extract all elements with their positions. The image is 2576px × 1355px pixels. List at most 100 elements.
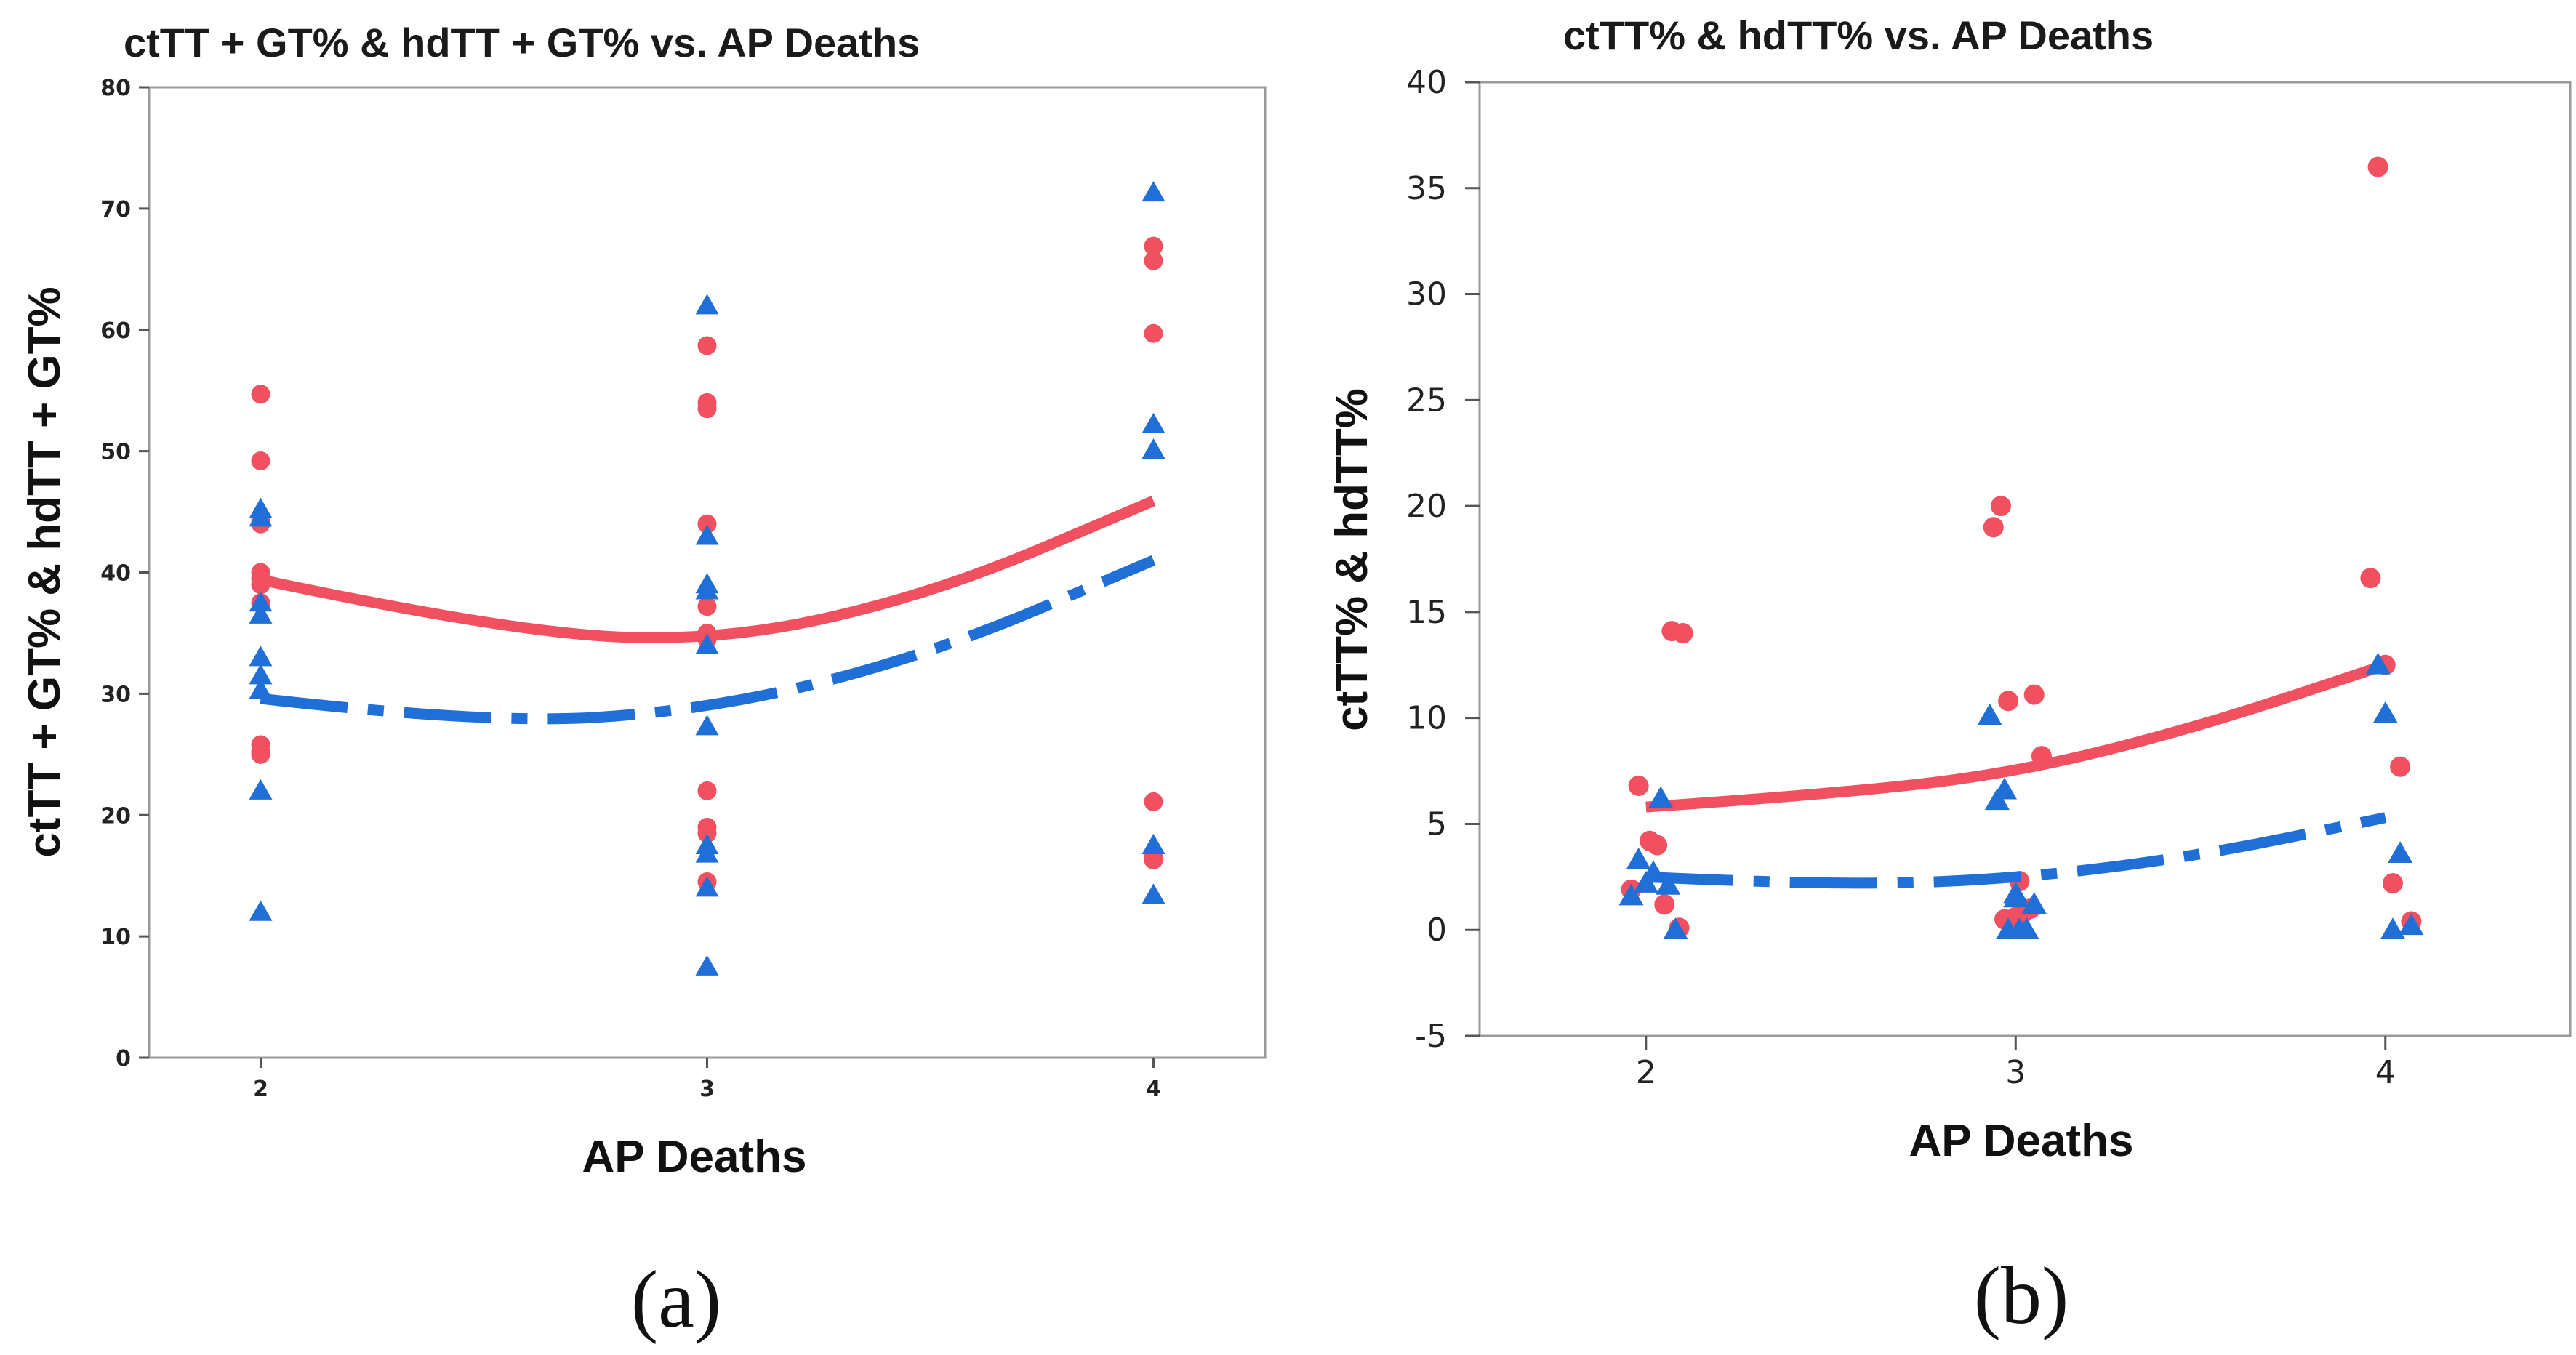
panel-b-series-ct-point xyxy=(1672,623,1693,644)
panel-a-series-hd-point xyxy=(1141,833,1165,854)
panel-b-series-ct-point xyxy=(1990,496,2011,517)
panel-b-series-ct-point xyxy=(2360,568,2381,589)
panel-a-ytick-label: 10 xyxy=(100,925,131,950)
panel-b-series-ct-point xyxy=(1628,775,1649,796)
panel-a-series-hd-point xyxy=(249,664,273,685)
panel-b-series-hd-point xyxy=(1640,860,1666,882)
panel-a-ytick-label: 0 xyxy=(116,1046,131,1071)
panel-a-ylabel: ctTT + GT% & hdTT + GT% xyxy=(20,286,70,857)
panel-b-series-ct-point xyxy=(1647,835,1668,856)
panel-a-ytick-label: 80 xyxy=(100,76,131,101)
panel-a-ytick-label: 40 xyxy=(100,561,131,587)
panel-a-xlabel: AP Deaths xyxy=(582,1132,807,1182)
panel-a-series-hd-point xyxy=(249,779,273,800)
panel-b-ytick-label: 40 xyxy=(1406,64,1447,101)
panel-a-series-ct-fit-line xyxy=(259,496,1156,643)
panel-a-series-hd-point xyxy=(695,633,719,654)
panel-a-xtick-label: 3 xyxy=(699,1077,715,1102)
panel-b-ytick-label: 15 xyxy=(1406,594,1447,631)
panel-a-series-ct-point xyxy=(697,399,717,419)
panel-b-series-ct-point xyxy=(2390,756,2411,777)
panel-a-series-hd-point xyxy=(249,678,273,699)
panel-b-xtick-label: 3 xyxy=(2005,1054,2026,1091)
panel-b-series-hd-fit-line xyxy=(1645,812,2387,889)
panel-a-plot-frame xyxy=(148,86,1267,1059)
panel-b-series-hd-point xyxy=(2380,917,2405,939)
panel-a-series-hd-point xyxy=(1141,412,1165,433)
panel-a-series-ct-point xyxy=(697,824,717,843)
panel-a-series-hd-point xyxy=(695,294,719,315)
panel-b-series-ct-point xyxy=(1983,517,2004,538)
panel-a-series-ct-point xyxy=(697,336,717,355)
panel-a-ytick-label: 60 xyxy=(100,318,131,344)
panel-a-title: ctTT + GT% & hdTT + GT% vs. AP Deaths xyxy=(124,20,920,65)
panel-a-series-ct-point xyxy=(251,385,270,404)
panel-a-series-ct-point xyxy=(1144,792,1163,811)
panel-a-series-hd-point xyxy=(249,646,273,667)
panel-b-series-hd-point xyxy=(1656,872,1681,895)
panel-b-ytick-label: 0 xyxy=(1427,912,1447,949)
panel-a: 0 10 20 30 40 50 60 70 80 2 3 4 ctTT + GT% & hdTT + … xyxy=(20,20,1267,1345)
panel-b-ytick-label: 35 xyxy=(1406,170,1447,207)
panel-a-series-hd-point xyxy=(695,954,719,976)
panel-a-ytick-label: 20 xyxy=(100,803,131,829)
panel-b-series-ct-point xyxy=(1654,894,1675,915)
panel-b-ytick-label: -5 xyxy=(1415,1018,1447,1055)
panel-b-series-hd-point xyxy=(2021,892,2047,914)
panel-b-ytick-label: 20 xyxy=(1406,488,1447,525)
panel-b-series-hd-point xyxy=(2372,701,2398,723)
panel-a-series-ct-point xyxy=(1144,323,1163,343)
panel-a-series-ct-point xyxy=(251,575,270,595)
panel-b: -5 0 5 10 15 20 25 30 35 40 2 3 4 ctTT% & hdTT% vs. A… xyxy=(1327,12,2572,1341)
panel-a-ytick-label: 30 xyxy=(100,682,131,707)
panel-b-series-ct-point xyxy=(1998,691,2019,712)
panel-b-series-hd-point xyxy=(1992,777,2018,800)
panel-a-xtick-label: 4 xyxy=(1146,1077,1161,1102)
panel-b-panel-label: (b) xyxy=(1974,1251,2069,1341)
panel-b-ytick-label: 25 xyxy=(1406,382,1447,419)
panel-b-ytick-label: 10 xyxy=(1406,700,1447,737)
panel-a-panel-label: (a) xyxy=(631,1255,721,1345)
panel-a-series-ct-point xyxy=(697,597,717,616)
panel-a-xtick-label: 2 xyxy=(253,1077,268,1102)
panel-b-series-ct-fit-line xyxy=(1645,659,2388,813)
panel-b-series-ct-point xyxy=(2031,746,2052,767)
panel-b-series-ct-point xyxy=(2382,873,2403,894)
panel-b-series-hd-point xyxy=(1663,917,1688,939)
panel-b-series-hd-point xyxy=(2365,652,2391,675)
panel-b-title: ctTT% & hdTT% vs. AP Deaths xyxy=(1563,12,2154,58)
panel-a-series-ct-point xyxy=(1144,236,1163,256)
panel-b-series-hd-point xyxy=(1977,703,2002,725)
panel-a-series-hd-fit-line xyxy=(260,555,1156,725)
panel-b-ytick-label: 5 xyxy=(1427,805,1447,843)
panel-b-series-hd-point xyxy=(2399,913,2424,936)
panel-b-series-hd-point xyxy=(2014,917,2039,939)
panel-a-series-hd-point xyxy=(695,524,719,545)
panel-a-series-hd-point xyxy=(695,579,719,600)
panel-a-series-ct-point xyxy=(1144,850,1163,869)
panel-b-series-hd-point xyxy=(1618,883,1644,906)
panel-b-series-hd-point xyxy=(2003,885,2029,908)
panel-b-plot-frame xyxy=(1478,81,2572,1037)
panel-a-series-hd-point xyxy=(1141,883,1165,904)
panel-b-series-ct-point xyxy=(2023,684,2045,705)
panel-b-series-hd-point xyxy=(1648,786,1674,808)
panel-a-series-hd-point xyxy=(695,715,719,736)
panel-a-series-ct-point xyxy=(1144,251,1163,270)
panel-a-series-ct-point xyxy=(251,744,270,764)
panel-a-series-hd-point xyxy=(249,900,273,921)
panel-a-series-hd-point xyxy=(695,842,719,863)
panel-b-series-hd-point xyxy=(2388,841,2413,864)
panel-a-series-hd-point xyxy=(695,876,719,897)
panel-a-series-ct-point xyxy=(697,514,717,534)
panel-a-series-hd-point xyxy=(1141,181,1165,202)
panel-a-series-hd-point xyxy=(249,603,273,624)
panel-a-series-ct-point xyxy=(251,451,270,470)
panel-b-series-ct-point xyxy=(2367,156,2388,177)
panel-a-series-hd-point xyxy=(249,506,273,527)
panel-b-ylabel: ctTT% & hdTT% xyxy=(1327,388,1377,731)
panel-b-series-hd-point xyxy=(1626,848,1651,869)
panel-a-ytick-label: 50 xyxy=(100,440,131,465)
panel-b-ytick-label: 30 xyxy=(1406,276,1447,313)
